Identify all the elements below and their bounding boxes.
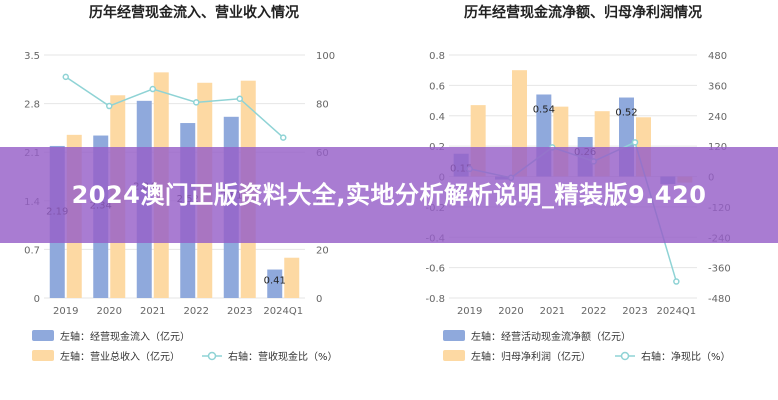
right-axis-tick: 80: [316, 100, 329, 111]
ratio-point: [62, 73, 69, 81]
ratio-point: [631, 139, 639, 146]
overlay-banner: 2024澳门正版资料大全,实地分析解析说明_精装版9.420: [0, 147, 778, 243]
left-axis-tick: 0.4: [429, 112, 445, 123]
left-axis-tick: 3.5: [24, 51, 40, 62]
bar-data-label: 0.54: [533, 104, 555, 115]
ratio-line: [65, 76, 284, 139]
legend-swatch-orange: [32, 350, 54, 361]
ratio-point: [280, 134, 287, 141]
left-axis-tick: 0.7: [24, 245, 40, 256]
x-axis-tick: 2022: [184, 306, 209, 317]
right-axis-tick: 0: [316, 294, 322, 305]
right-axis-tick: 360: [708, 81, 727, 92]
x-axis-tick: 2023: [227, 306, 252, 317]
right-axis-tick: 480: [708, 51, 727, 62]
legend-label: 左轴：经营现金流入（亿元）: [60, 330, 190, 343]
bar-cash-inflow: [267, 269, 283, 298]
x-axis-tick: 2024Q1: [656, 306, 696, 317]
left-axis-tick: 0.8: [429, 51, 445, 62]
x-axis-tick: 2019: [457, 306, 482, 317]
ratio-point: [673, 278, 680, 285]
legend-swatch-line-marker: [620, 351, 630, 361]
chart-title: 历年经营现金流入、营业收入情况: [89, 4, 299, 21]
ratio-point: [149, 85, 156, 93]
bar-data-label: 0.52: [615, 108, 637, 119]
right-axis-tick: -360: [708, 264, 731, 275]
legend-label: 右轴：营收现金比（%）: [228, 350, 338, 363]
ratio-point: [106, 102, 113, 110]
x-axis-tick: 2020: [97, 306, 122, 317]
legend-label: 左轴：经营活动现金流净额（亿元）: [471, 330, 631, 343]
left-axis-tick: 2.8: [24, 100, 40, 111]
x-axis-tick: 2022: [581, 306, 606, 317]
x-axis-tick: 2021: [540, 306, 565, 317]
left-axis-tick: 0.6: [429, 81, 445, 92]
legend-swatch-line-marker: [207, 351, 217, 361]
chart-title: 历年经营现金流净额、归母净利润情况: [464, 4, 702, 21]
right-axis-tick: 240: [708, 112, 727, 123]
banner-text: 2024澳门正版资料大全,实地分析解析说明_精装版9.420: [71, 181, 707, 209]
bar-data-label: 0.41: [264, 276, 286, 287]
ratio-point: [236, 95, 243, 102]
x-axis-tick: 2021: [140, 306, 165, 317]
legend-label: 右轴：净现比（%）: [641, 350, 731, 363]
left-axis-tick: 0: [34, 294, 40, 305]
legend-label: 左轴：归母净利润（亿元）: [471, 350, 591, 363]
right-axis-tick: -480: [708, 294, 731, 305]
legend-label: 左轴：营业总收入（亿元）: [60, 350, 180, 363]
right-axis-tick: 100: [316, 51, 335, 62]
left-axis-tick: -0.6: [425, 264, 445, 275]
x-axis-tick: 2024Q1: [263, 306, 303, 317]
x-axis-tick: 2019: [53, 306, 78, 317]
ratio-point: [193, 99, 200, 106]
legend-swatch-blue: [32, 330, 54, 341]
legend-swatch-orange: [443, 350, 465, 361]
left-axis-tick: -0.8: [425, 294, 445, 305]
x-axis-tick: 2020: [498, 306, 523, 317]
right-axis-tick: 20: [316, 245, 329, 256]
x-axis-tick: 2023: [622, 306, 647, 317]
bar-total-revenue: [284, 257, 300, 298]
legend-swatch-blue: [443, 330, 465, 341]
